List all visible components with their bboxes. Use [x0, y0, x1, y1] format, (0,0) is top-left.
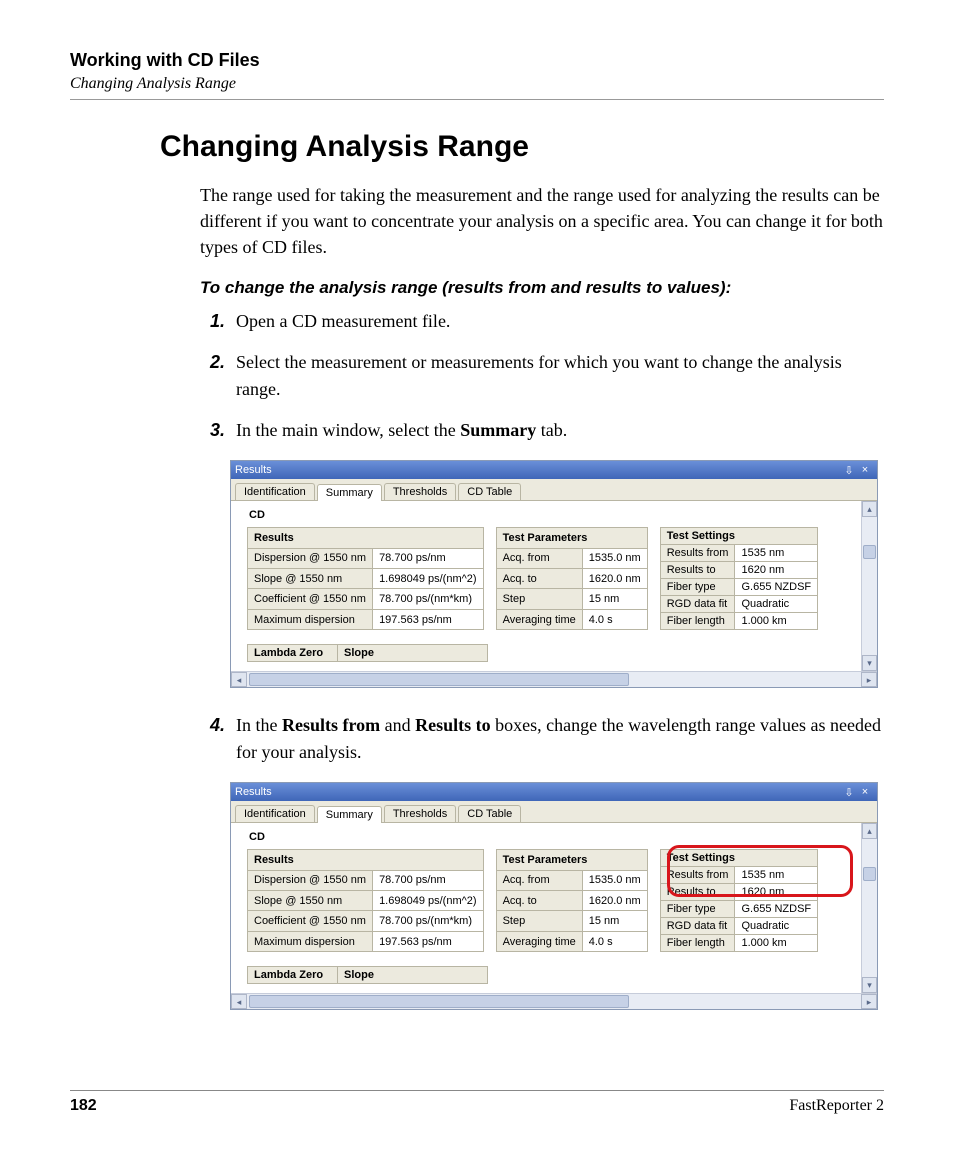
tab-identification[interactable]: Identification — [235, 483, 315, 500]
panel-titlebar: Results ⇩ × — [231, 461, 877, 479]
chapter-title: Working with CD Files — [70, 50, 884, 71]
horizontal-scrollbar[interactable]: ◂ ▸ — [231, 993, 877, 1009]
screenshot-2: Results ⇩ × Identification Summary Thres… — [230, 782, 878, 1010]
tabstrip: Identification Summary Thresholds CD Tab… — [231, 479, 877, 501]
steps-list-cont: In the Results from and Results to boxes… — [200, 712, 884, 766]
test-settings-table: Test Settings Results from1535 nm Result… — [660, 849, 818, 952]
intro-paragraph: The range used for taking the measuremen… — [200, 182, 884, 260]
scroll-down-icon[interactable]: ▾ — [862, 655, 877, 671]
test-parameters-table: Test Parameters Acq. from1535.0 nm Acq. … — [496, 527, 648, 630]
results-table: Results Dispersion @ 1550 nm78.700 ps/nm… — [247, 527, 484, 630]
page-footer: 182 FastReporter 2 — [70, 1090, 884, 1115]
params-header: Test Parameters — [496, 850, 647, 870]
params-header: Test Parameters — [496, 528, 647, 548]
step-3: In the main window, select the Summary t… — [230, 417, 884, 444]
panel-title: Results — [235, 464, 841, 476]
panel-title: Results — [235, 786, 841, 798]
scroll-thumb-h[interactable] — [249, 673, 629, 686]
tab-thresholds[interactable]: Thresholds — [384, 483, 456, 500]
scroll-thumb-v[interactable] — [863, 545, 876, 559]
scroll-up-icon[interactable]: ▴ — [862, 823, 877, 839]
settings-header: Test Settings — [660, 850, 817, 867]
panel-body: CD Results Dispersion @ 1550 nm78.700 ps… — [231, 501, 877, 671]
vertical-scrollbar[interactable]: ▴ ▾ — [861, 501, 877, 671]
scroll-up-icon[interactable]: ▴ — [862, 501, 877, 517]
page-title: Changing Analysis Range — [160, 130, 884, 164]
procedure-heading: To change the analysis range (results fr… — [200, 278, 884, 298]
pin-icon[interactable]: ⇩ — [841, 464, 857, 477]
screenshot-1: Results ⇩ × Identification Summary Thres… — [230, 460, 878, 688]
panel-body: CD Results Dispersion @ 1550 nm78.700 ps… — [231, 823, 877, 993]
step-4: In the Results from and Results to boxes… — [230, 712, 884, 766]
scroll-left-icon[interactable]: ◂ — [231, 672, 247, 687]
scroll-right-icon[interactable]: ▸ — [861, 672, 877, 687]
pin-icon[interactable]: ⇩ — [841, 786, 857, 799]
tab-summary[interactable]: Summary — [317, 806, 382, 823]
lambda-table: Lambda Zero Slope — [247, 966, 488, 984]
test-parameters-table: Test Parameters Acq. from1535.0 nm Acq. … — [496, 849, 648, 952]
tab-identification[interactable]: Identification — [235, 805, 315, 822]
scroll-thumb-h[interactable] — [249, 995, 629, 1008]
step-2: Select the measurement or measurements f… — [230, 349, 884, 403]
tab-cd-table[interactable]: CD Table — [458, 805, 521, 822]
tab-thresholds[interactable]: Thresholds — [384, 805, 456, 822]
settings-header: Test Settings — [660, 528, 817, 545]
step-1: Open a CD measurement file. — [230, 308, 884, 335]
close-icon[interactable]: × — [857, 786, 873, 798]
header-rule — [70, 99, 884, 100]
tabstrip: Identification Summary Thresholds CD Tab… — [231, 801, 877, 823]
product-name: FastReporter 2 — [789, 1097, 884, 1115]
page-number: 182 — [70, 1097, 97, 1115]
results-table: Results Dispersion @ 1550 nm78.700 ps/nm… — [247, 849, 484, 952]
scroll-right-icon[interactable]: ▸ — [861, 994, 877, 1009]
results-header: Results — [248, 528, 484, 548]
cd-group-label: CD — [249, 509, 869, 521]
scroll-thumb-v[interactable] — [863, 867, 876, 881]
panel-titlebar: Results ⇩ × — [231, 783, 877, 801]
tab-summary[interactable]: Summary — [317, 484, 382, 501]
vertical-scrollbar[interactable]: ▴ ▾ — [861, 823, 877, 993]
cd-group-label: CD — [249, 831, 869, 843]
test-settings-table: Test Settings Results from1535 nm Result… — [660, 527, 818, 630]
section-title: Changing Analysis Range — [70, 75, 884, 93]
results-header: Results — [248, 850, 484, 870]
horizontal-scrollbar[interactable]: ◂ ▸ — [231, 671, 877, 687]
running-header: Working with CD Files Changing Analysis … — [70, 50, 884, 100]
scroll-down-icon[interactable]: ▾ — [862, 977, 877, 993]
close-icon[interactable]: × — [857, 464, 873, 476]
scroll-left-icon[interactable]: ◂ — [231, 994, 247, 1009]
lambda-table: Lambda Zero Slope — [247, 644, 488, 662]
steps-list: Open a CD measurement file. Select the m… — [200, 308, 884, 444]
tab-cd-table[interactable]: CD Table — [458, 483, 521, 500]
